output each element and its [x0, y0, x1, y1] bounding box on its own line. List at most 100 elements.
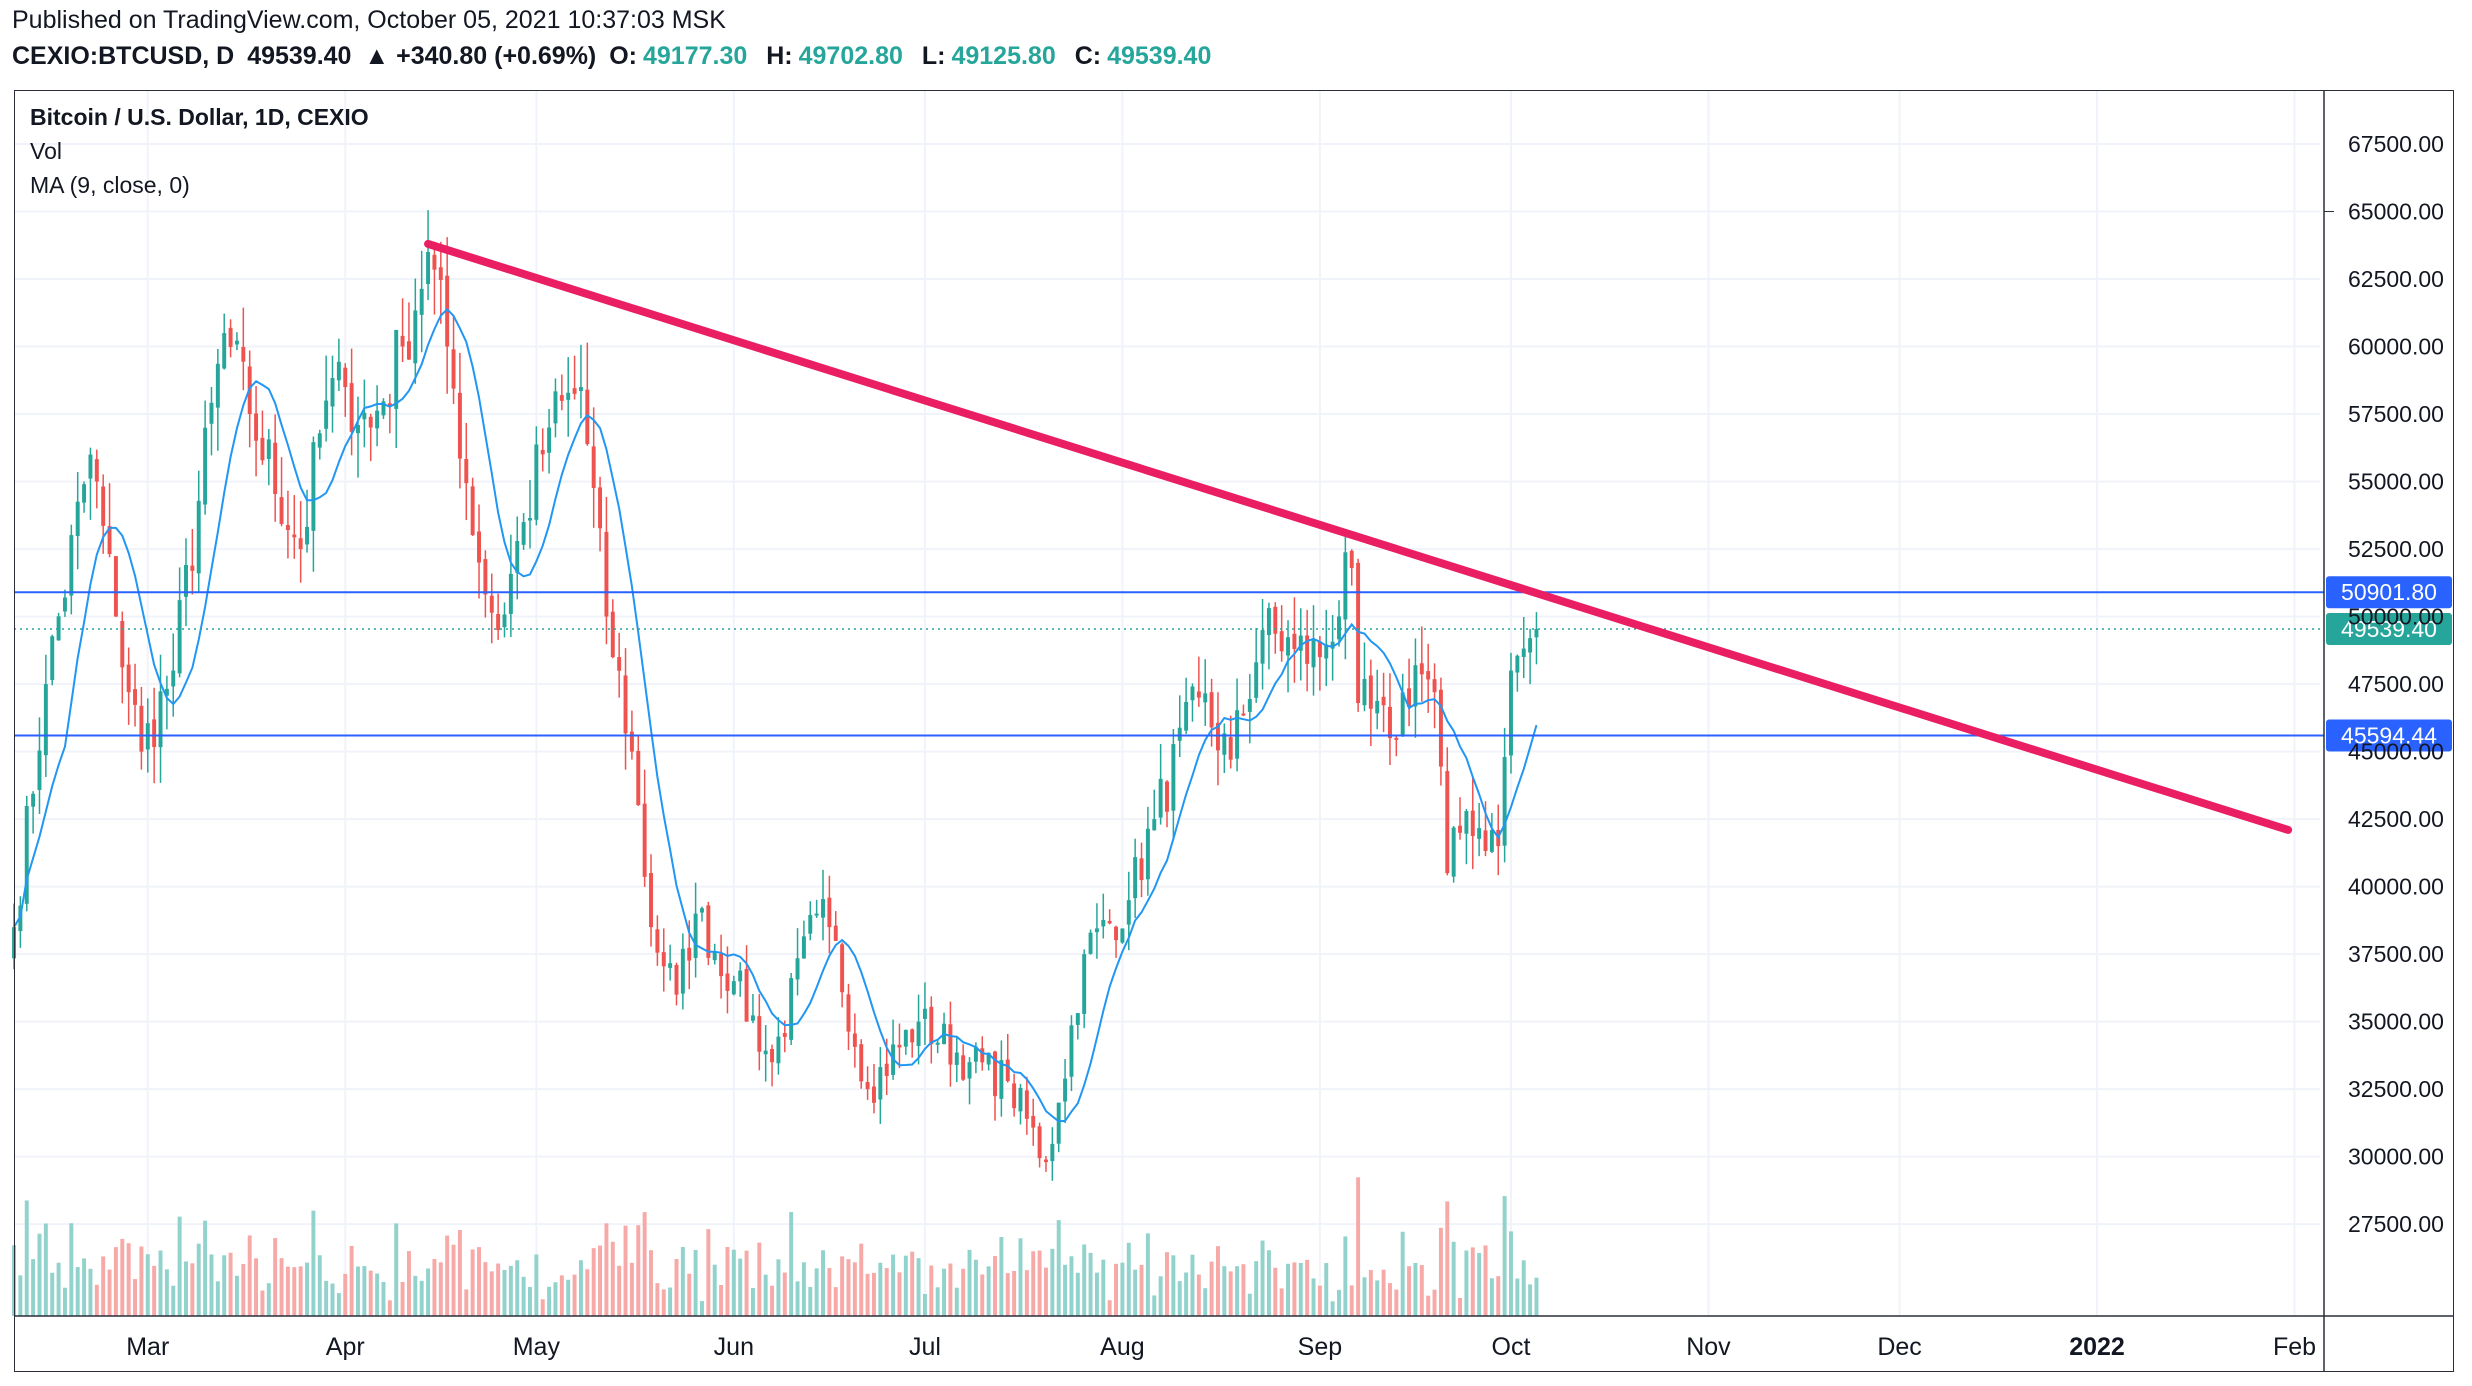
y-tick-label: 62500.00 — [2348, 266, 2444, 292]
candle-body — [1426, 671, 1431, 680]
volume-bar — [1165, 1252, 1169, 1316]
x-tick-label: Oct — [1492, 1333, 1531, 1361]
horizontal-lines: 50901.80 45594.44 49539.40 — [14, 576, 2452, 752]
volume-bar — [75, 1267, 80, 1316]
volume-bar — [750, 1288, 755, 1316]
volume-bar — [107, 1269, 112, 1316]
volume-bar — [113, 1247, 118, 1316]
x-tick-label: Aug — [1100, 1333, 1144, 1361]
volume-bar — [1228, 1271, 1233, 1316]
candle-body — [502, 614, 507, 628]
volume-bar — [808, 1286, 813, 1316]
axes: 27500.00 30000.00 32500.00 35000.00 37500.00… — [14, 90, 2454, 1372]
y-tick-label: 42500.00 — [2348, 806, 2444, 832]
y-tick-label: 40000.00 — [2348, 874, 2444, 900]
candle-body — [1031, 1115, 1036, 1128]
x-tick-label: 2022 — [2069, 1333, 2125, 1361]
candle-body — [903, 1029, 908, 1047]
volume-bar — [400, 1281, 405, 1316]
open-value: 49177.30 — [643, 42, 748, 70]
candle-body — [508, 573, 513, 614]
volume-bar — [865, 1273, 870, 1316]
volume-bar — [833, 1287, 838, 1316]
volume-bar — [1088, 1252, 1093, 1316]
volume-bar — [464, 1289, 469, 1316]
candle-body — [1133, 857, 1138, 899]
volume-bar — [1024, 1270, 1029, 1316]
volume-bar — [101, 1256, 106, 1316]
volume-bar — [1101, 1259, 1106, 1316]
candle-body — [419, 288, 424, 315]
volume-bar — [954, 1287, 959, 1316]
volume-bar — [62, 1287, 67, 1316]
candle-body — [1330, 641, 1335, 649]
candle-body — [897, 1044, 902, 1048]
volume-bar — [1152, 1295, 1157, 1316]
candle-body — [1101, 919, 1106, 927]
candle-body — [209, 402, 214, 424]
volume-bar — [1521, 1260, 1526, 1316]
last-price-tag-bg — [2326, 613, 2452, 646]
candle-body — [451, 349, 456, 389]
candle-body — [1464, 811, 1469, 834]
y-tick-label: 30000.00 — [2348, 1144, 2444, 1170]
open-label: O: — [609, 42, 637, 70]
volume-bar — [445, 1235, 450, 1316]
volume-bar — [1426, 1295, 1431, 1316]
candle-body — [1158, 778, 1163, 818]
price-tag-bg — [2326, 719, 2452, 752]
volume-bar — [196, 1243, 201, 1316]
volume-bar — [1273, 1267, 1278, 1316]
candle-body — [534, 444, 539, 520]
candle-body — [649, 873, 653, 928]
volume-bar — [1082, 1244, 1087, 1316]
volume-bar — [177, 1216, 182, 1316]
volume-bar — [801, 1262, 806, 1316]
volume-bar — [1005, 1273, 1010, 1316]
candle-body — [1247, 698, 1252, 712]
volume-bar — [1145, 1233, 1150, 1316]
candle-body — [1228, 737, 1233, 760]
low-label: L: — [921, 42, 946, 70]
volume-bar — [1419, 1264, 1424, 1316]
candle-body — [852, 1033, 857, 1047]
x-tick-label: May — [513, 1333, 561, 1361]
volume-bar — [234, 1275, 239, 1316]
candle-body — [1171, 744, 1176, 811]
volume-bar — [426, 1268, 431, 1316]
candle-body — [1311, 640, 1316, 668]
candle-body — [234, 340, 239, 345]
candle-body — [515, 540, 520, 573]
candle-body — [547, 427, 552, 453]
candle-body — [1145, 828, 1150, 880]
candle-body — [426, 252, 431, 285]
candle-body — [980, 1048, 985, 1063]
candle-body — [674, 964, 679, 995]
volume-bar — [1037, 1250, 1042, 1316]
volume-bar — [827, 1268, 832, 1316]
candle-body — [629, 731, 634, 752]
volume-bar — [317, 1255, 322, 1316]
volume-bar — [1375, 1280, 1380, 1316]
candle-body — [655, 929, 660, 953]
candle-body — [477, 531, 481, 563]
volume-bar — [1292, 1262, 1297, 1316]
candle-body — [865, 1082, 870, 1090]
volume-bar — [846, 1259, 851, 1316]
volume-bar — [585, 1269, 590, 1316]
candle-body — [82, 484, 87, 503]
candle-body — [827, 897, 832, 928]
volume-bar — [94, 1284, 99, 1316]
candle-body — [362, 412, 367, 420]
volume-bar — [483, 1262, 488, 1316]
volume-bar — [298, 1266, 303, 1316]
volume-bar — [871, 1272, 876, 1316]
candle-body — [693, 913, 698, 958]
volume-bar — [598, 1245, 603, 1316]
volume-bar — [795, 1281, 800, 1316]
candle-body — [1088, 932, 1093, 954]
candle-body — [273, 442, 278, 495]
volume-bar — [1094, 1272, 1099, 1316]
volume-bar — [1343, 1236, 1348, 1316]
